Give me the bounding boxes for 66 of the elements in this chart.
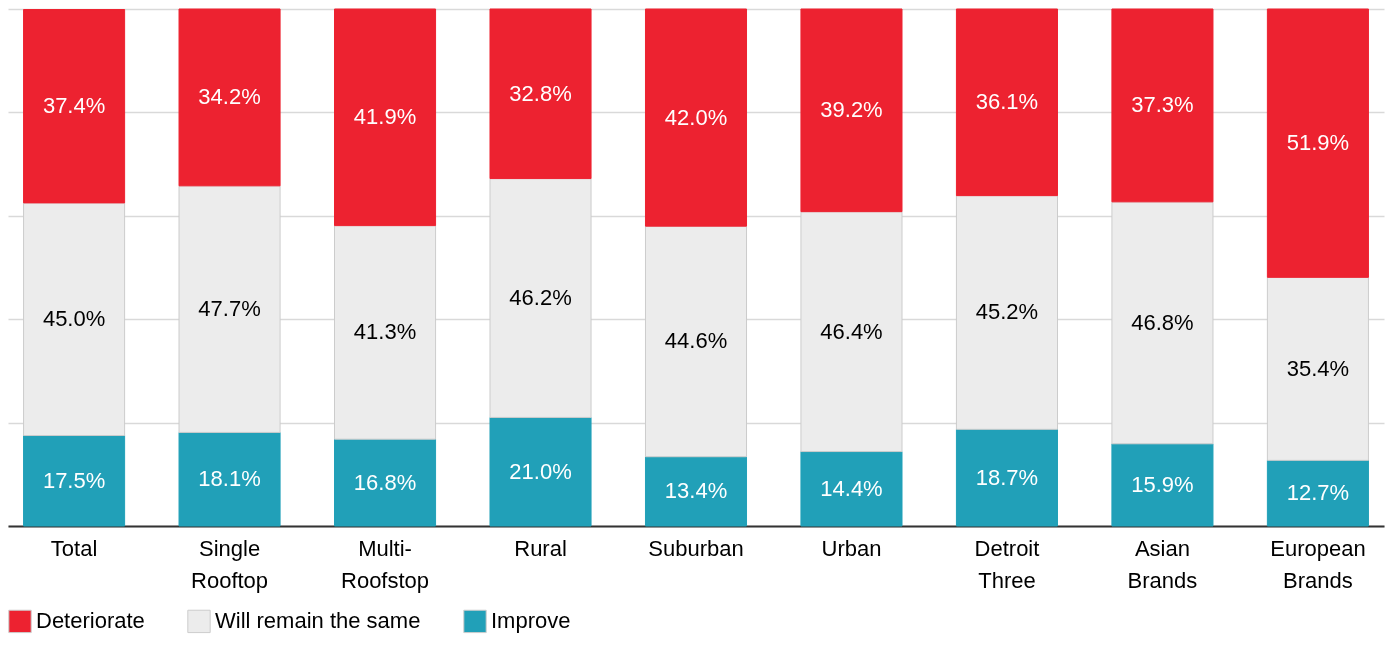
- x-tick-label: Urban: [821, 535, 882, 561]
- data-label: 44.6%: [664, 328, 728, 354]
- bar: [334, 8, 437, 227]
- data-label: 18.7%: [975, 464, 1039, 490]
- data-label: 35.4%: [1286, 355, 1350, 381]
- data-label: 21.0%: [509, 458, 572, 484]
- bar: [178, 185, 281, 433]
- data-label: 39.2%: [820, 97, 883, 123]
- bar: [489, 416, 592, 527]
- data-label: 14.4%: [820, 475, 883, 501]
- bar: [1266, 8, 1369, 278]
- data-label: 34.2%: [198, 84, 261, 110]
- legend-label: Will remain the same: [215, 608, 421, 634]
- data-label: 45.2%: [975, 299, 1039, 325]
- bar: [489, 178, 592, 418]
- data-label: 42.0%: [664, 104, 728, 130]
- data-label: 45.0%: [42, 306, 106, 332]
- bar: [334, 438, 437, 527]
- x-tick-label: Asian Brands: [1127, 535, 1198, 593]
- data-label: 18.1%: [198, 466, 261, 492]
- bar: [644, 456, 748, 527]
- bar: [23, 202, 126, 437]
- legend-label: Improve: [491, 608, 571, 634]
- bar: [1266, 276, 1369, 461]
- bar: [644, 8, 748, 227]
- data-label: 32.8%: [509, 80, 572, 106]
- data-label: 46.8%: [1131, 309, 1194, 335]
- x-tick-label: Single Rooftop: [191, 535, 269, 593]
- data-label: 46.4%: [820, 318, 883, 344]
- data-label: 17.5%: [42, 467, 106, 493]
- x-tick-label: Detroit Three: [974, 535, 1040, 593]
- legend-label: Deteriorate: [36, 608, 145, 634]
- data-label: 37.3%: [1131, 92, 1194, 118]
- bar: [800, 451, 903, 527]
- bar: [955, 428, 1058, 527]
- bar: [1266, 459, 1369, 527]
- data-label: 13.4%: [664, 478, 728, 504]
- bar: [955, 8, 1058, 197]
- data-label: 47.7%: [198, 296, 261, 322]
- x-tick-label: Suburban: [648, 535, 744, 561]
- bar: [1111, 201, 1214, 445]
- x-tick-label: Rural: [514, 535, 567, 561]
- bar: [178, 431, 281, 527]
- data-label: 51.9%: [1286, 130, 1350, 156]
- x-tick-label: Multi-Roofstop: [341, 535, 430, 593]
- bar: [955, 195, 1058, 430]
- bar: [178, 8, 281, 187]
- bar: [489, 8, 592, 180]
- data-label: 36.1%: [975, 89, 1039, 115]
- data-label: 15.9%: [1131, 471, 1194, 497]
- bar: [644, 225, 748, 458]
- bar: [23, 435, 126, 527]
- bar: [800, 211, 903, 453]
- data-label: 37.4%: [42, 93, 106, 119]
- data-label: 16.8%: [353, 469, 417, 495]
- x-tick-label: Total: [50, 535, 98, 561]
- bar: [1111, 443, 1214, 527]
- data-label: 41.9%: [353, 104, 417, 130]
- bar: [23, 9, 126, 204]
- data-label: 41.3%: [353, 319, 417, 345]
- bar: [334, 225, 437, 440]
- bar: [1111, 8, 1214, 203]
- x-tick-label: European Brands: [1270, 535, 1366, 593]
- data-label: 46.2%: [509, 285, 572, 310]
- bar: [800, 8, 903, 213]
- data-label: 12.7%: [1286, 480, 1350, 506]
